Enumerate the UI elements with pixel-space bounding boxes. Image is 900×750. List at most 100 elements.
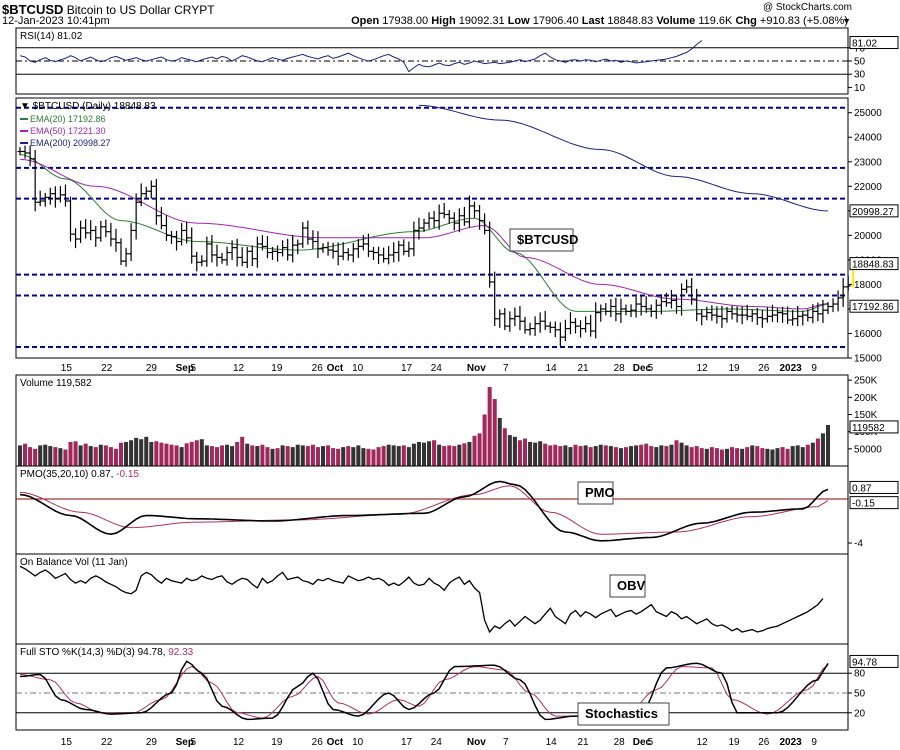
volume-bar-158: [815, 438, 820, 466]
volume-bar-22: [129, 440, 134, 466]
price-bar-40: [219, 253, 225, 264]
volume-bar-106: [553, 444, 558, 466]
lower-date-0: 15: [61, 737, 73, 748]
price-bar-8: [57, 186, 63, 203]
volume-bar-61: [326, 445, 331, 466]
price-bar-85: [446, 210, 452, 224]
price-bar-153: [790, 309, 796, 326]
price-bar-73: [386, 246, 392, 265]
upper-date-15: 21: [577, 363, 589, 374]
sto-d-value: 92.33: [168, 647, 193, 658]
volume-bar-91: [477, 433, 482, 466]
last-value: 18848.83: [607, 15, 654, 27]
price-bar-139: [719, 306, 725, 328]
upper-date-3: Sep: [176, 363, 194, 374]
volume-bar-74: [391, 445, 396, 466]
volume-bar-37: [204, 445, 209, 466]
price-bar-157: [810, 304, 816, 324]
volume-bar-19: [113, 448, 118, 466]
lower-date-20: 19: [728, 737, 740, 748]
volume-bar-39: [214, 447, 219, 466]
price-bar-132: [684, 279, 690, 294]
price-bar-61: [325, 241, 331, 256]
rsi-line: [19, 40, 703, 73]
open-value: 17938.00: [382, 15, 429, 27]
volume-bar-99: [517, 440, 522, 466]
volume-bar-44: [240, 436, 245, 466]
volume-bar-14: [88, 446, 93, 466]
price-panel-frame: [15, 97, 849, 359]
price-bar-151: [780, 306, 786, 323]
price-bar-135: [699, 309, 705, 326]
low-label: Low: [507, 15, 530, 27]
volume-bar-46: [250, 445, 255, 466]
upper-date-20: 19: [728, 363, 740, 374]
volume-bar-122: [634, 445, 639, 466]
lower-date-10: 17: [401, 737, 413, 748]
volume-bar-132: [684, 445, 689, 466]
price-bar-107: [557, 322, 563, 347]
pmo-panel-frame: [15, 465, 849, 555]
price-bar-69: [365, 233, 371, 257]
volume-bar-147: [760, 448, 765, 466]
volume-bar-8: [58, 448, 63, 466]
volume-bar-60: [320, 446, 326, 466]
volume-bar-43: [235, 441, 240, 466]
volume-bar-136: [704, 448, 709, 466]
volume-bar-28: [159, 442, 164, 466]
volume-tick-50000: 50000: [854, 444, 882, 455]
volume-bar-31: [174, 445, 179, 466]
lower-date-9: 10: [352, 737, 364, 748]
price-bar-138: [714, 306, 720, 324]
price-bar-124: [643, 296, 649, 313]
volume-bar-83: [437, 444, 442, 466]
upper-date-22: 2023: [779, 363, 802, 374]
volume-bar-32: [179, 447, 184, 466]
volume-bar-101: [528, 441, 533, 466]
volume-bar-145: [750, 445, 755, 466]
volume-bar-135: [699, 448, 704, 466]
volume-bar-48: [260, 444, 265, 466]
volume-bar-16: [98, 444, 103, 466]
upper-date-17: Dec: [633, 363, 652, 374]
pmo-signal-box: -0.15: [852, 499, 875, 510]
price-tick-16000: 16000: [854, 329, 882, 340]
volume-bar-82: [432, 440, 437, 466]
price-bar-1: [22, 145, 28, 159]
upper-date-9: 10: [352, 363, 364, 374]
price-bar-118: [613, 297, 619, 322]
price-bar-35: [194, 251, 200, 272]
price-bar-91: [477, 204, 483, 230]
price-bar-137: [709, 305, 715, 321]
price-bar-38: [209, 235, 215, 263]
chart-date: 12-Jan-2023 10:41pm: [2, 15, 110, 27]
pmo-signal-line: [19, 485, 829, 535]
price-bar-53: [285, 238, 291, 261]
price-bar-164: [845, 275, 851, 291]
volume-bar-97: [507, 435, 512, 466]
price-bar-48: [259, 235, 265, 251]
low-value: 17906.40: [532, 15, 579, 27]
volume-bar-95: [497, 417, 502, 466]
volume-bar-17: [103, 445, 108, 466]
volume-bar-38: [209, 446, 214, 466]
price-tick-23000: 23000: [854, 157, 882, 168]
price-bar-161: [830, 298, 836, 313]
price-bar-81: [426, 212, 432, 229]
sto-panel-frame: [15, 643, 849, 731]
price-bar-74: [391, 242, 397, 263]
volume-bar-29: [164, 443, 169, 466]
price-bar-42: [229, 240, 235, 260]
collapse-triangle-icon[interactable]: ▼: [842, 16, 851, 26]
price-bar-70: [371, 246, 376, 260]
price-bar-25: [143, 186, 149, 200]
price-bar-20: [118, 238, 124, 266]
sto-title: Full STO %K(14,3) %D(3) 94.78, 92.33: [20, 647, 194, 658]
price-bar-88: [461, 206, 467, 226]
obv-line: [19, 565, 824, 634]
price-bar-108: [562, 319, 568, 342]
volume-bar-9: [63, 449, 68, 466]
volume-bar-116: [603, 445, 608, 466]
volume-bar-126: [654, 447, 659, 466]
volume-bar-63: [336, 448, 341, 466]
